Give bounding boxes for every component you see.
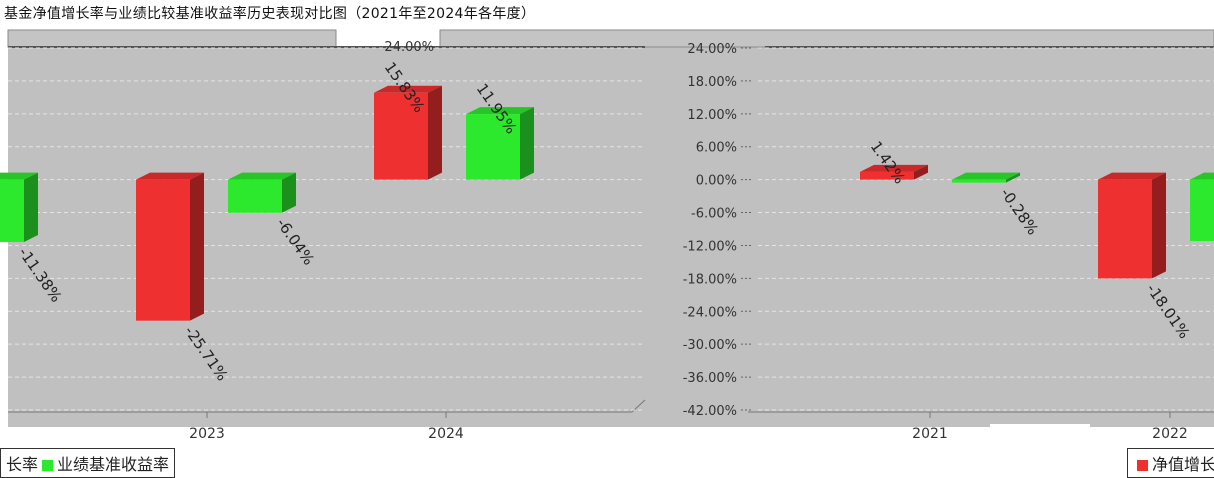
nav-bar-2024 <box>374 85 442 180</box>
benchmark-bar-2021 <box>952 172 1020 183</box>
y-tick-label: -12.00% <box>683 239 737 254</box>
y-tick-label: -42.00% <box>683 404 737 419</box>
y-tick-label: 18.00% <box>687 75 737 90</box>
top-tick-fragment: 24.00% <box>384 40 434 55</box>
benchmark-bar-2022 <box>0 172 38 243</box>
benchmark-bar-2024 <box>466 107 534 180</box>
x-tick-label: 2023 <box>189 426 225 442</box>
legend-label: 长率 <box>6 455 39 474</box>
legend-label: 业绩基准收益率 <box>57 455 170 474</box>
floor-gap <box>990 424 1090 446</box>
left-top-frame <box>7 29 337 48</box>
benchmark-bar-2022 <box>1190 172 1214 242</box>
y-tick-label: -36.00% <box>683 371 737 386</box>
legend-swatch <box>42 460 54 471</box>
y-tick-label: 12.00% <box>687 108 737 123</box>
y-tick-label: 6.00% <box>696 141 737 156</box>
legend-swatch <box>1137 460 1148 471</box>
right-top-frame <box>439 29 1214 48</box>
x-tick-label: 2024 <box>428 426 464 442</box>
nav-bar-2022 <box>1098 172 1166 279</box>
y-tick-label: -24.00% <box>683 305 737 320</box>
legend-left: 长率 业绩基准收益率 <box>0 448 176 478</box>
title-bar: 基金净值增长率与业绩比较基准收益率历史表现对比图（2021年至2024年各年度） <box>0 0 1214 26</box>
y-tick-label: 0.00% <box>696 174 737 189</box>
y-tick-label: 24.00% <box>687 42 737 57</box>
y-tick-label: -6.00% <box>691 207 737 222</box>
benchmark-bar-2023 <box>228 172 296 213</box>
y-tick-label: -18.00% <box>683 272 737 287</box>
legend-right: 净值增长 <box>1127 448 1214 478</box>
x-tick-label: 2021 <box>912 426 948 442</box>
legend-label: 净值增长 <box>1152 455 1214 474</box>
nav-bar-2023 <box>136 172 204 321</box>
x-tick-label: 2022 <box>1152 426 1188 442</box>
left-plot-bg <box>8 47 645 427</box>
nav-bar-2021 <box>860 164 928 180</box>
y-tick-label: -30.00% <box>683 338 737 353</box>
page-title: 基金净值增长率与业绩比较基准收益率历史表现对比图（2021年至2024年各年度） <box>4 6 536 22</box>
